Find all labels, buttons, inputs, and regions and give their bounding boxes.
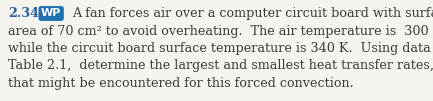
Text: Table 2.1,  determine the largest and smallest heat transfer rates,  in W,: Table 2.1, determine the largest and sma… <box>8 59 433 73</box>
Text: WP: WP <box>41 8 61 18</box>
Text: while the circuit board surface temperature is 340 K.  Using data from: while the circuit board surface temperat… <box>8 42 433 55</box>
Text: A fan forces air over a computer circuit board with surface: A fan forces air over a computer circuit… <box>72 7 433 20</box>
Text: 2.34: 2.34 <box>8 7 39 20</box>
Text: that might be encountered for this forced convection.: that might be encountered for this force… <box>8 77 354 90</box>
Text: area of 70 cm² to avoid overheating.  The air temperature is  300 K: area of 70 cm² to avoid overheating. The… <box>8 25 433 37</box>
